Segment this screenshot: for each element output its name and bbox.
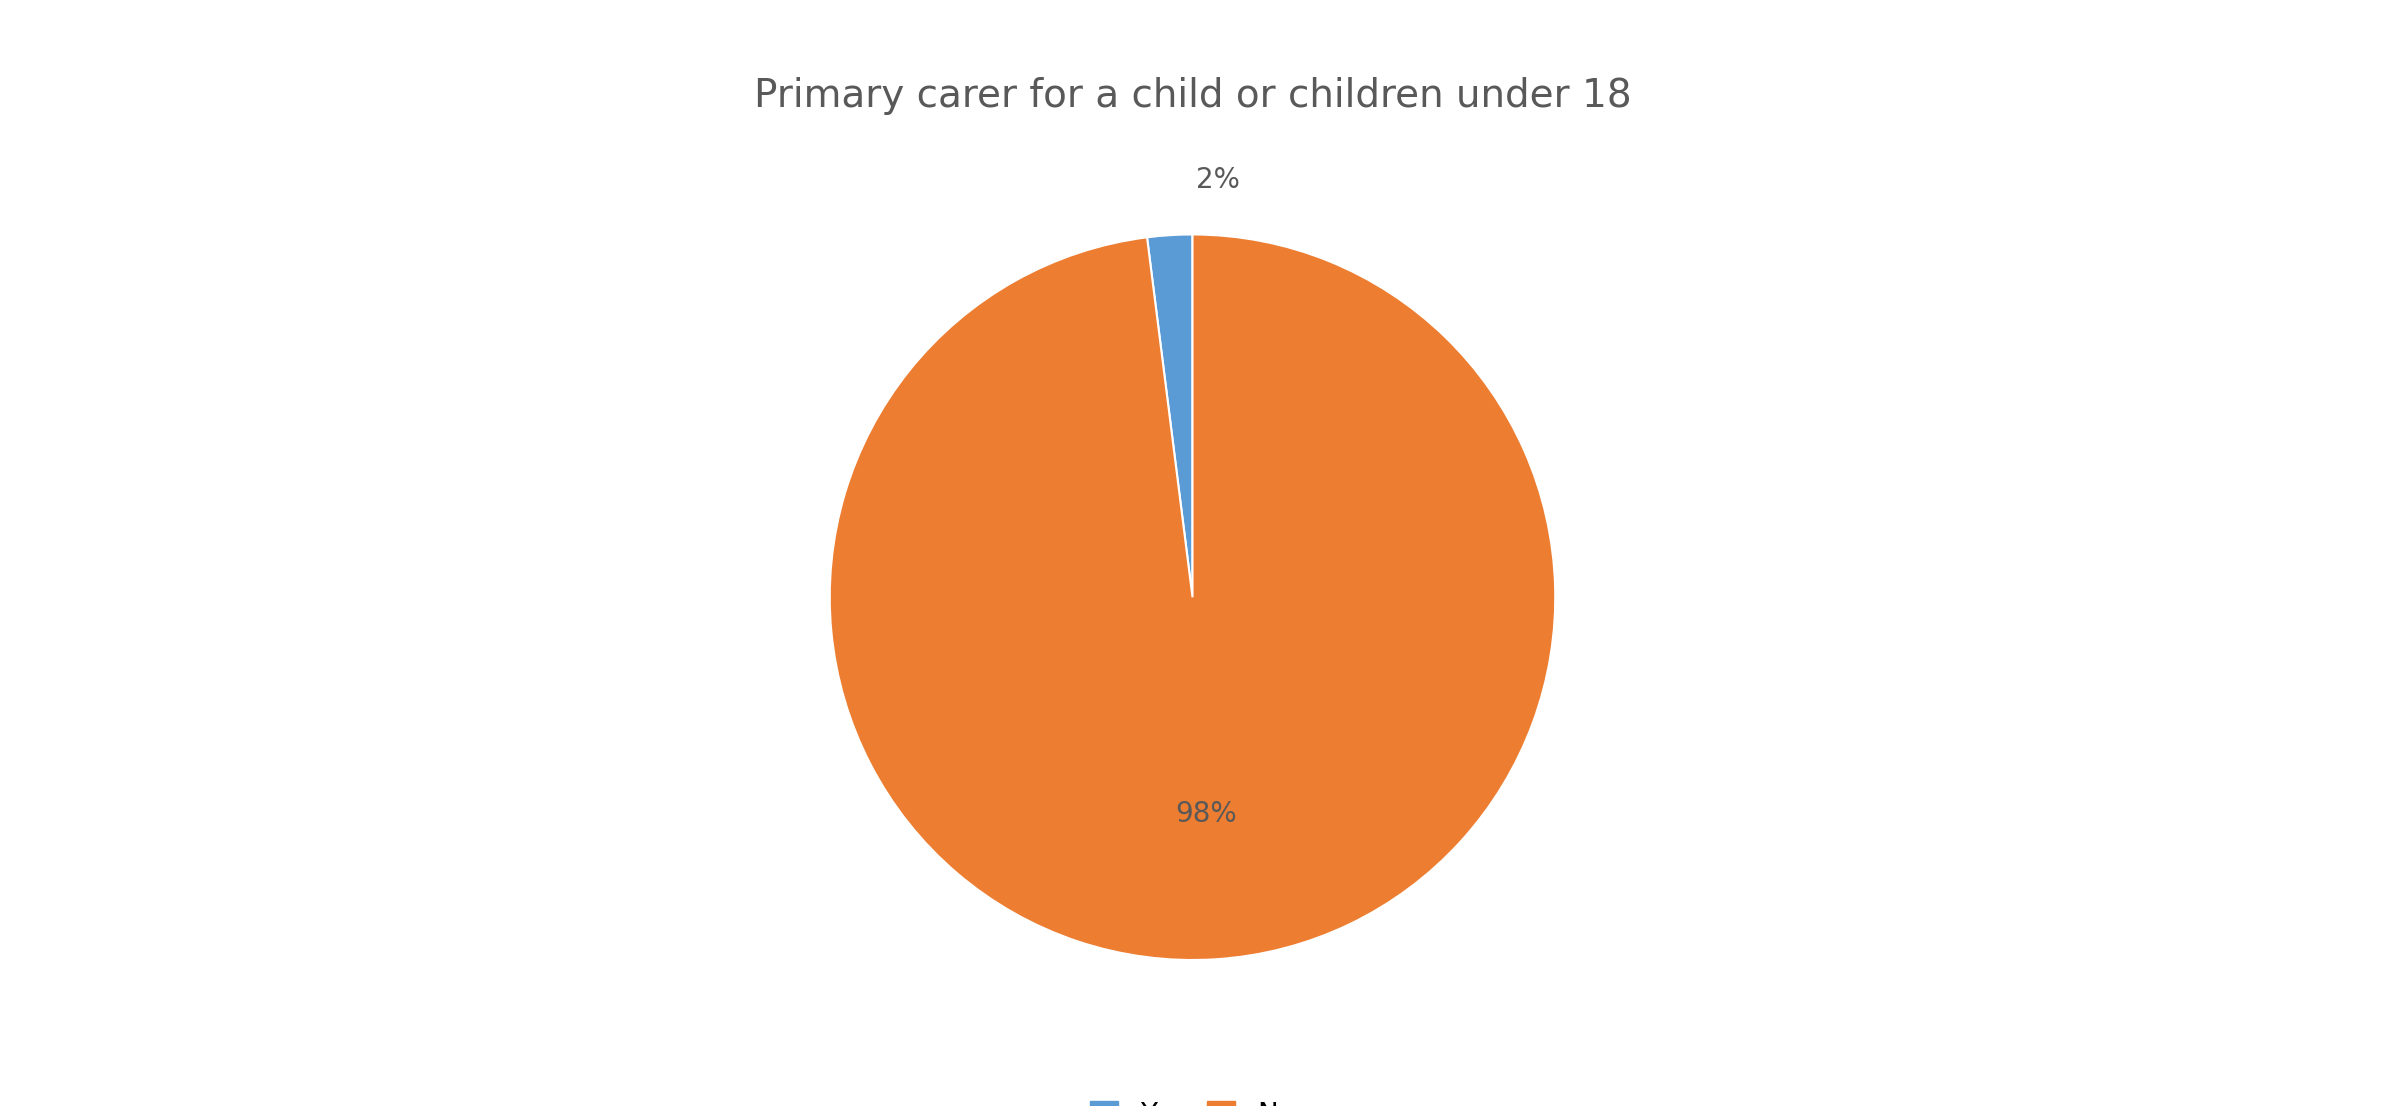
Legend: Yes, No: Yes, No	[1090, 1100, 1295, 1106]
Wedge shape	[1147, 234, 1192, 597]
Wedge shape	[830, 234, 1555, 960]
Text: 2%: 2%	[1195, 166, 1240, 194]
Text: 98%: 98%	[1176, 801, 1238, 828]
Text: Primary carer for a child or children under 18: Primary carer for a child or children un…	[754, 77, 1631, 115]
